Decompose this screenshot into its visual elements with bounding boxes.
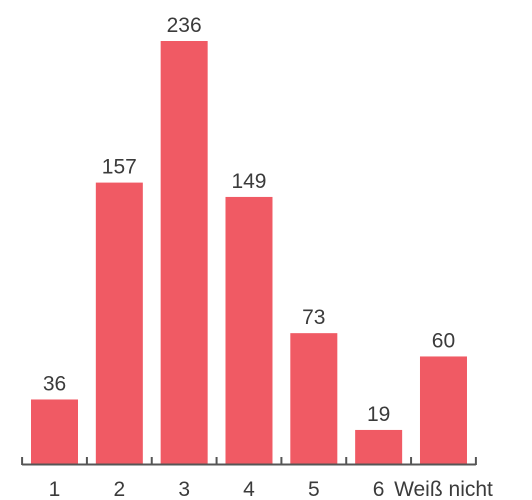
x-tick-label-7: Weiß nicht [394,478,493,500]
x-axis [21,457,477,466]
bar-6 [355,429,403,464]
data-label-2: 157 [102,156,137,179]
x-tick-labels-group: 1 2 3 4 5 6 Weiß nicht [49,478,493,500]
bar-5 [290,333,338,464]
x-tick-label-2: 2 [113,478,125,500]
x-tick-label-3: 3 [178,478,190,500]
bars-group [31,41,467,464]
x-tick-label-1: 1 [49,478,61,500]
value-labels-group: 36 157 236 149 73 19 60 [43,14,455,426]
data-label-3: 236 [167,14,202,37]
x-tick-label-4: 4 [243,478,255,500]
data-label-5: 73 [302,306,325,329]
bar-2 [95,182,143,464]
x-tick-label-5: 5 [308,478,320,500]
data-label-4: 149 [231,170,266,193]
data-label-6: 19 [367,403,390,426]
bar-3 [160,41,208,464]
bar-4 [225,196,273,464]
bar-7 [419,356,467,464]
x-tick-label-6: 6 [373,478,385,500]
bar-1 [31,399,78,464]
data-label-1: 36 [43,372,66,395]
data-label-7: 60 [432,329,455,352]
